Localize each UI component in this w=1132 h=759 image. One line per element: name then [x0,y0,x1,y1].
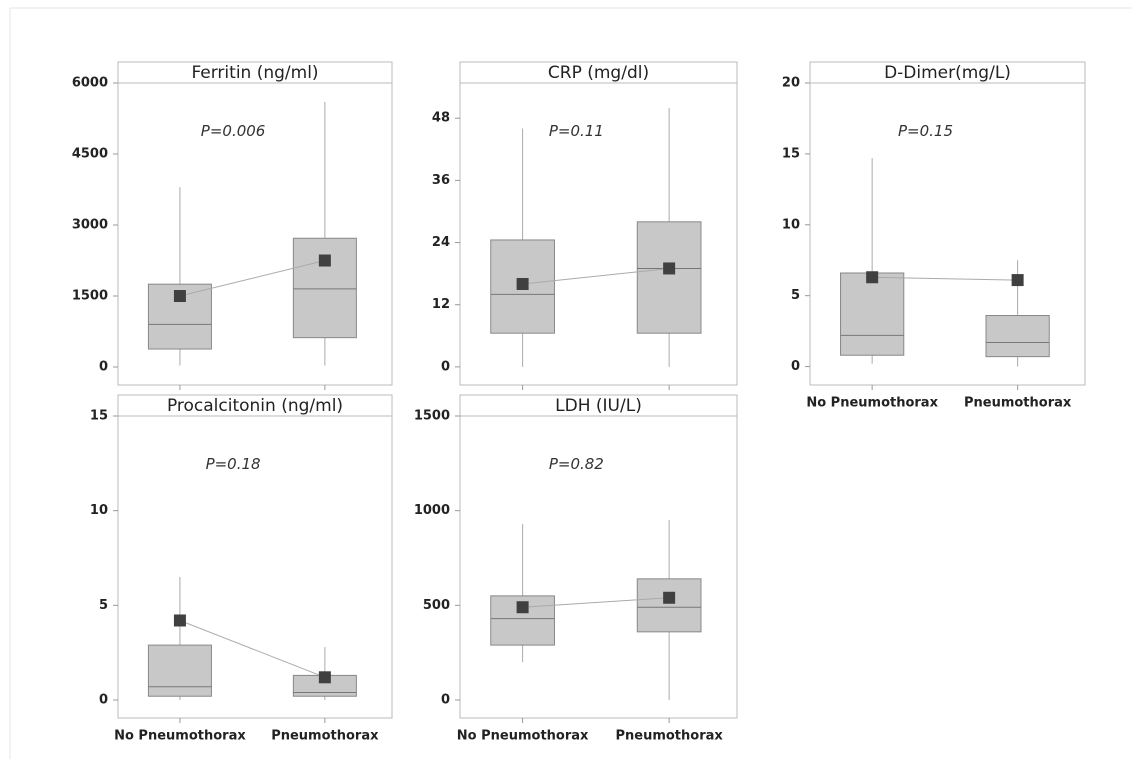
y-tick-label: 3000 [72,218,108,233]
mean-connect [179,620,326,678]
y-tick-label: 12 [432,297,450,312]
mean-connect [872,276,1018,281]
y-tick-label: 4500 [72,147,108,162]
panel-title: Procalcitonin (ng/ml) [167,396,343,416]
y-tick-label: 5 [791,288,800,303]
x-tick-label: Pneumothorax [271,729,379,744]
mean-marker [663,591,676,604]
box [840,272,905,356]
box [292,237,357,339]
box [636,578,702,633]
p-value: P=0.006 [201,122,266,140]
y-tick-label: 15 [90,409,108,424]
mean-marker [866,271,879,284]
panel-title: CRP (mg/dl) [548,63,649,83]
y-tick-label: 1000 [414,503,450,518]
mean-marker [516,601,529,614]
x-tick-label: No Pneumothorax [457,729,589,744]
x-tick-label: Pneumothorax [964,396,1072,411]
y-tick-label: 6000 [72,76,108,91]
mean-marker [318,254,331,267]
y-tick-label: 1500 [72,289,108,304]
p-value: P=0.18 [206,455,261,473]
box [147,644,212,697]
panel-title: LDH (IU/L) [555,396,642,416]
x-tick-label: Pneumothorax [615,729,723,744]
x-tick-label: No Pneumothorax [114,729,246,744]
mean-marker [318,671,331,684]
y-tick-label: 5 [99,598,108,613]
panel-title: D-Dimer(mg/L) [884,63,1011,83]
y-tick-label: 500 [423,598,450,613]
y-tick-label: 0 [99,360,108,375]
y-tick-label: 0 [441,693,450,708]
mean-marker [1011,274,1024,287]
mean-marker [173,290,186,303]
y-tick-label: 10 [90,503,108,518]
y-tick-label: 0 [99,693,108,708]
y-tick-label: 20 [782,76,800,91]
p-value: P=0.82 [549,455,604,473]
y-tick-label: 36 [432,173,450,188]
y-tick-label: 24 [432,235,450,250]
p-value: P=0.11 [549,122,604,140]
box [636,221,702,334]
box [985,315,1050,358]
mean-marker [663,262,676,275]
p-value: P=0.15 [898,122,953,140]
mean-marker [516,277,529,290]
y-tick-label: 15 [782,146,800,161]
panel-title: Ferritin (ng/ml) [191,63,318,83]
mean-connect [522,597,670,608]
page-border [9,7,1132,759]
y-tick-label: 10 [782,217,800,232]
y-tick-label: 48 [432,111,450,126]
y-tick-label: 0 [441,359,450,374]
y-tick-label: 0 [791,359,800,374]
x-tick-label: No Pneumothorax [806,396,938,411]
mean-marker [173,614,186,627]
y-tick-label: 1500 [414,409,450,424]
mean-connect [522,267,670,285]
mean-connect [179,260,325,297]
plot-frame [459,394,738,719]
